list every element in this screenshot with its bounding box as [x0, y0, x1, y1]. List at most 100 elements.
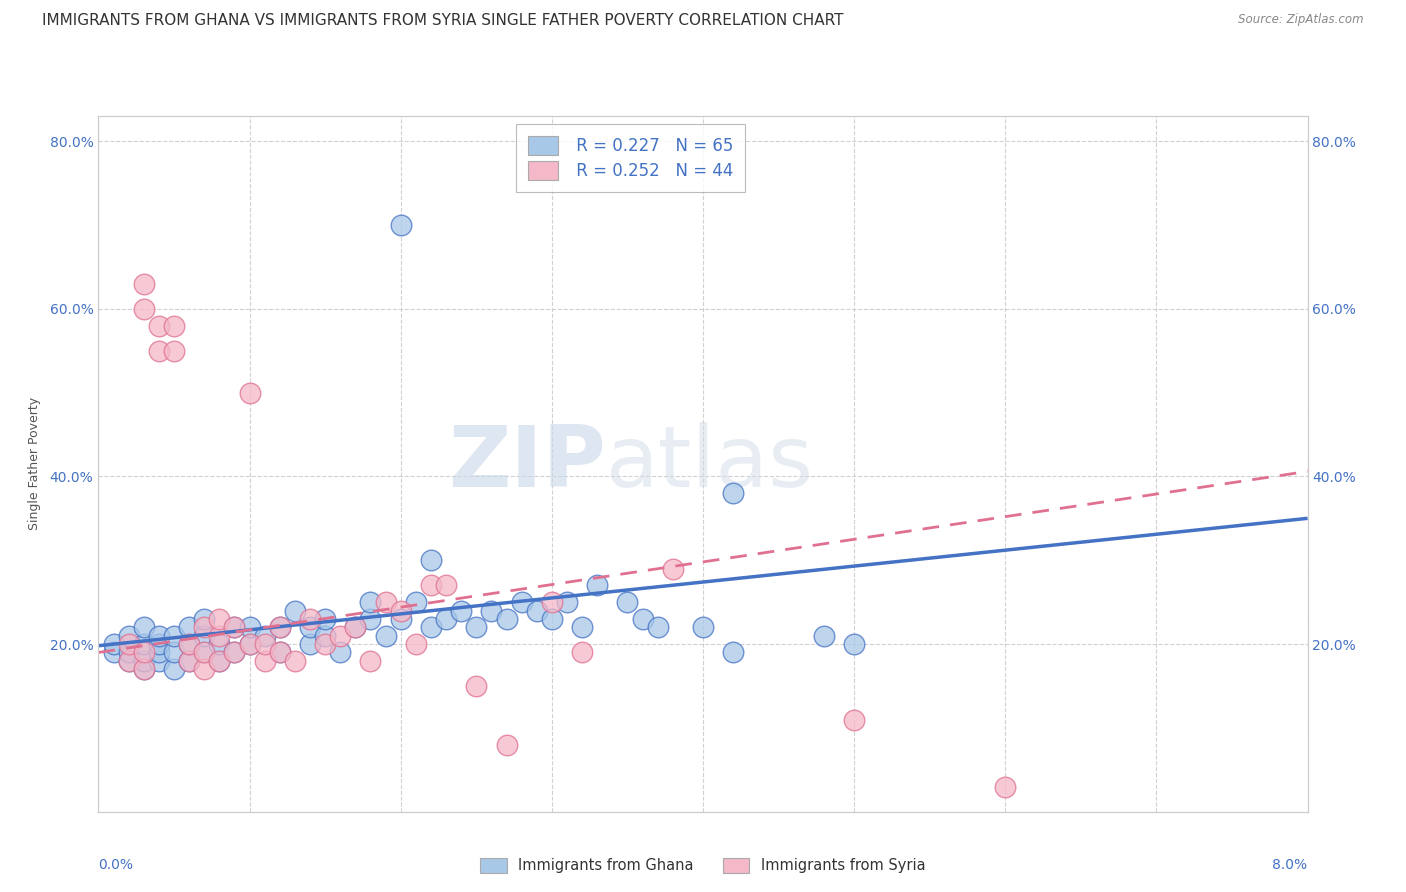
Point: [208, 654, 231, 668]
Point: [148, 343, 170, 358]
Point: [239, 637, 262, 651]
Point: [405, 595, 427, 609]
Point: [163, 645, 186, 659]
Point: [360, 612, 382, 626]
Point: [586, 578, 609, 592]
Point: [224, 620, 246, 634]
Point: [132, 277, 155, 291]
Point: [269, 620, 291, 634]
Point: [118, 654, 141, 668]
Point: [360, 595, 382, 609]
Point: [465, 620, 488, 634]
Point: [179, 637, 201, 651]
Point: [299, 620, 322, 634]
Point: [148, 629, 170, 643]
Point: [405, 637, 427, 651]
Point: [360, 654, 382, 668]
Point: [510, 595, 533, 609]
Point: [224, 645, 246, 659]
Point: [193, 620, 215, 634]
Point: [208, 629, 231, 643]
Point: [193, 645, 215, 659]
Point: [434, 578, 457, 592]
Text: ZIP: ZIP: [449, 422, 606, 506]
Point: [132, 301, 155, 316]
Point: [132, 637, 155, 651]
Point: [662, 561, 685, 575]
Point: [314, 612, 336, 626]
Point: [163, 662, 186, 676]
Point: [253, 629, 276, 643]
Point: [465, 679, 488, 693]
Text: atlas: atlas: [606, 422, 814, 506]
Point: [179, 620, 201, 634]
Point: [481, 603, 503, 617]
Point: [253, 654, 276, 668]
Point: [994, 780, 1017, 794]
Point: [420, 578, 443, 592]
Point: [148, 654, 170, 668]
Text: IMMIGRANTS FROM GHANA VS IMMIGRANTS FROM SYRIA SINGLE FATHER POVERTY CORRELATION: IMMIGRANTS FROM GHANA VS IMMIGRANTS FROM…: [42, 13, 844, 29]
Point: [224, 645, 246, 659]
Point: [103, 645, 125, 659]
Point: [103, 637, 125, 651]
Point: [555, 595, 578, 609]
Point: [299, 612, 322, 626]
Point: [193, 645, 215, 659]
Point: [224, 620, 246, 634]
Point: [495, 612, 517, 626]
Point: [420, 620, 443, 634]
Point: [179, 637, 201, 651]
Point: [118, 654, 141, 668]
Point: [450, 603, 472, 617]
Point: [118, 637, 141, 651]
Y-axis label: Single Father Poverty: Single Father Poverty: [28, 397, 41, 531]
Point: [329, 629, 352, 643]
Point: [132, 645, 155, 659]
Point: [163, 343, 186, 358]
Text: 0.0%: 0.0%: [98, 858, 134, 871]
Point: [163, 318, 186, 333]
Point: [495, 738, 517, 752]
Point: [132, 662, 155, 676]
Point: [118, 645, 141, 659]
Point: [314, 629, 336, 643]
Point: [389, 603, 412, 617]
Point: [389, 218, 412, 232]
Point: [208, 612, 231, 626]
Point: [118, 629, 141, 643]
Point: [148, 645, 170, 659]
Point: [179, 654, 201, 668]
Point: [844, 713, 866, 727]
Point: [148, 637, 170, 651]
Point: [284, 654, 307, 668]
Point: [269, 645, 291, 659]
Point: [299, 637, 322, 651]
Point: [692, 620, 714, 634]
Point: [239, 620, 262, 634]
Point: [179, 654, 201, 668]
Point: [208, 654, 231, 668]
Point: [844, 637, 866, 651]
Point: [616, 595, 638, 609]
Point: [723, 486, 745, 500]
Point: [314, 637, 336, 651]
Text: 8.0%: 8.0%: [1272, 858, 1308, 871]
Point: [344, 620, 367, 634]
Point: [208, 637, 231, 651]
Point: [389, 612, 412, 626]
Point: [269, 645, 291, 659]
Point: [434, 612, 457, 626]
Point: [193, 662, 215, 676]
Point: [269, 620, 291, 634]
Point: [571, 645, 593, 659]
Point: [329, 645, 352, 659]
Point: [148, 318, 170, 333]
Legend:  R = 0.227   N = 65,  R = 0.252   N = 44: R = 0.227 N = 65, R = 0.252 N = 44: [516, 124, 745, 192]
Point: [420, 553, 443, 567]
Point: [132, 654, 155, 668]
Point: [239, 385, 262, 400]
Point: [541, 612, 564, 626]
Point: [647, 620, 669, 634]
Point: [571, 620, 593, 634]
